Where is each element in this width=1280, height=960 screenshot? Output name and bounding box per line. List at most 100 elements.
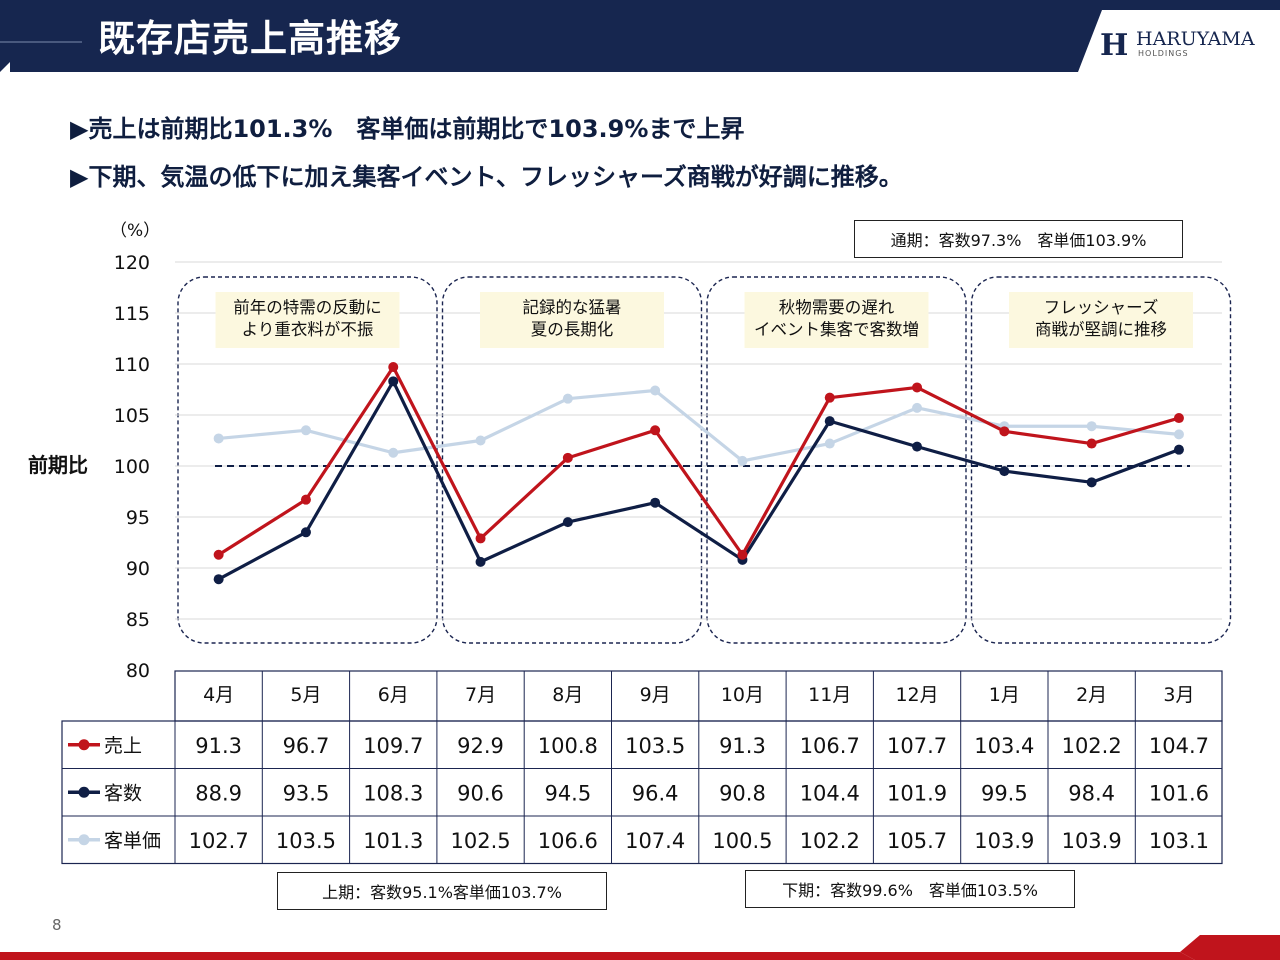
data-point [388,447,399,458]
bullet-point-1: ▶売上は前期比101.3% 客単価は前期比で103.9%まで上昇 [70,115,745,143]
data-label: 91.3 [719,734,766,758]
annotation-label-bg [1009,292,1193,348]
header-bar [0,0,1280,72]
data-point [737,455,748,466]
x-tick-label: 6月 [378,684,409,706]
annotation-text: 商戦が堅調に推移 [1035,320,1167,339]
y-unit-label: （%） [110,221,160,241]
x-tick-label: 3月 [1163,684,1194,706]
yoy-sales-chart: 80 85 90 95 100 105 110 115 120 （%） 前期比 前年の特需の反動により… [28,221,1232,865]
data-point [824,392,835,403]
annotation-text: より重衣料が不振 [242,320,374,339]
data-point [1173,429,1184,440]
y-tick-label: 80 [126,660,150,682]
annotation-text: 夏の長期化 [531,320,614,339]
annotation-text: 前年の特需の反動に [233,298,382,317]
x-tick-label: 10月 [721,684,764,706]
data-point [562,393,573,404]
data-label: 108.3 [363,781,423,805]
data-label: 103.4 [974,734,1034,758]
data-point [1086,421,1097,432]
x-tick-label: 11月 [808,684,851,706]
second-half-note: 下期：客数99.6% 客単価103.5% [745,870,1075,908]
legend-label: 客単価 [104,830,161,852]
y-tick-label: 115 [114,303,150,325]
data-label: 104.7 [1149,734,1209,758]
data-point [999,466,1010,477]
data-point [475,556,486,567]
data-label: 100.8 [538,734,598,758]
annotation-text: フレッシャーズ [1044,298,1159,317]
y-tick-label: 110 [114,354,150,376]
data-label: 102.7 [189,829,249,853]
annotation-text: 記録的な猛暑 [523,298,622,317]
data-label: 93.5 [283,781,330,805]
data-label: 103.9 [1062,829,1122,853]
data-point [562,452,573,463]
page-number: 8 [52,916,62,934]
data-label: 102.2 [1062,734,1122,758]
data-point [824,416,835,427]
y-axis-label: 前期比 [28,453,88,477]
data-label: 91.3 [195,734,242,758]
data-label: 96.7 [283,734,330,758]
data-label: 103.5 [276,829,336,853]
data-point [388,376,399,387]
data-label: 107.7 [887,734,947,758]
y-tick-label: 100 [114,456,150,478]
page-title: 既存店売上高推移 [98,17,402,60]
x-tick-label: 9月 [640,684,671,706]
legend-label: 客数 [104,782,142,804]
data-point [650,385,661,396]
y-tick-label: 105 [114,405,150,427]
x-tick-label: 4月 [203,684,234,706]
full-year-note: 通期：客数97.3% 客単価103.9% [854,220,1183,258]
data-label: 94.5 [544,781,591,805]
x-tick-label: 1月 [989,684,1020,706]
data-point [737,549,748,560]
data-label: 109.7 [363,734,423,758]
data-point [912,402,923,413]
data-point [300,494,311,505]
data-label: 106.6 [538,829,598,853]
x-tick-label: 8月 [552,684,583,706]
data-point [475,533,486,544]
annotation-label-bg [744,292,929,348]
annotation-text: イベント集客で客数増 [754,320,919,339]
series-line-0 [217,365,1180,557]
data-label: 101.3 [363,829,423,853]
data-label: 88.9 [195,781,242,805]
data-point [213,574,224,585]
data-label: 92.9 [457,734,504,758]
series-line-2 [218,388,1180,463]
legend-swatch-marker [78,786,90,798]
data-point [562,517,573,528]
data-label: 90.8 [719,781,766,805]
data-point [824,438,835,449]
data-label: 103.9 [974,829,1034,853]
first-half-note: 上期：客数95.1%客単価103.7% [277,872,607,910]
data-point [1173,444,1184,455]
logo-name: HARUYAMA [1136,28,1255,50]
data-label: 102.5 [450,829,510,853]
x-tick-label: 12月 [895,684,938,706]
y-tick-label: 120 [114,252,150,274]
data-label: 104.4 [800,781,860,805]
data-point [213,549,224,560]
series-line-1 [217,379,1180,581]
data-point [475,435,486,446]
y-tick-label: 90 [126,558,150,580]
data-label: 105.7 [887,829,947,853]
data-label: 96.4 [632,781,679,805]
data-point [300,425,311,436]
x-tick-label: 5月 [290,684,321,706]
footer-bar [0,935,1280,960]
data-point [650,497,661,508]
data-label: 101.9 [887,781,947,805]
x-tick-label: 7月 [465,684,496,706]
data-label: 107.4 [625,829,685,853]
data-point [1173,413,1184,424]
data-label: 103.1 [1149,829,1209,853]
x-tick-label: 2月 [1076,684,1107,706]
data-point [1086,477,1097,488]
